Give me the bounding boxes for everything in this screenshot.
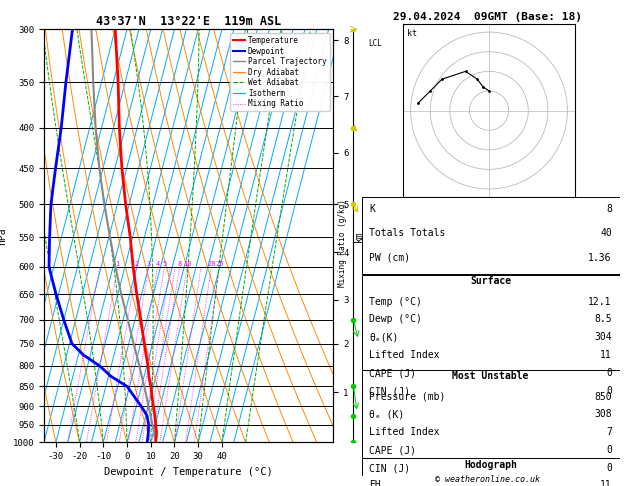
Y-axis label: hPa: hPa — [0, 227, 8, 244]
Text: 5: 5 — [162, 261, 167, 267]
Text: Hodograph: Hodograph — [464, 460, 517, 469]
Title: 43°37'N  13°22'E  119m ASL: 43°37'N 13°22'E 119m ASL — [96, 15, 281, 28]
Bar — [362, 458, 620, 486]
Text: 308: 308 — [594, 410, 612, 419]
Bar — [362, 275, 620, 370]
Bar — [362, 370, 620, 458]
Text: © weatheronline.co.uk: © weatheronline.co.uk — [435, 474, 540, 484]
Text: EH: EH — [369, 480, 381, 486]
Text: 29.04.2024  09GMT (Base: 18): 29.04.2024 09GMT (Base: 18) — [393, 12, 582, 22]
Text: 2: 2 — [135, 261, 139, 267]
Text: CAPE (J): CAPE (J) — [369, 445, 416, 455]
Text: PW (cm): PW (cm) — [369, 253, 411, 263]
Text: 8: 8 — [606, 204, 612, 214]
Text: CIN (J): CIN (J) — [369, 463, 411, 473]
Text: θₑ(K): θₑ(K) — [369, 332, 399, 342]
Text: CAPE (J): CAPE (J) — [369, 368, 416, 378]
Text: 1: 1 — [116, 261, 120, 267]
Text: Mixing Ratio (g/kg): Mixing Ratio (g/kg) — [338, 199, 347, 287]
Text: kt: kt — [407, 29, 416, 38]
Bar — [362, 197, 620, 274]
Text: 304: 304 — [594, 332, 612, 342]
Text: Lifted Index: Lifted Index — [369, 427, 440, 437]
Text: 0: 0 — [606, 368, 612, 378]
Text: Temp (°C): Temp (°C) — [369, 296, 422, 307]
Text: 8.5: 8.5 — [594, 314, 612, 325]
Text: CIN (J): CIN (J) — [369, 386, 411, 396]
Text: 40: 40 — [600, 228, 612, 239]
Text: 8: 8 — [177, 261, 182, 267]
Text: Dewp (°C): Dewp (°C) — [369, 314, 422, 325]
Text: 7: 7 — [606, 427, 612, 437]
Text: Most Unstable: Most Unstable — [452, 371, 529, 382]
Text: 11: 11 — [600, 480, 612, 486]
Text: LCL: LCL — [368, 39, 382, 48]
Text: Lifted Index: Lifted Index — [369, 350, 440, 360]
Text: 10: 10 — [183, 261, 191, 267]
X-axis label: Dewpoint / Temperature (°C): Dewpoint / Temperature (°C) — [104, 467, 273, 477]
Y-axis label: km
ASL: km ASL — [354, 227, 376, 244]
Text: 0: 0 — [606, 386, 612, 396]
Text: 4: 4 — [155, 261, 160, 267]
Text: 0: 0 — [606, 463, 612, 473]
Text: K: K — [369, 204, 376, 214]
Text: Totals Totals: Totals Totals — [369, 228, 446, 239]
Text: 3: 3 — [147, 261, 151, 267]
Text: 850: 850 — [594, 392, 612, 401]
Text: θₑ (K): θₑ (K) — [369, 410, 404, 419]
Text: Surface: Surface — [470, 277, 511, 286]
Text: 0: 0 — [606, 445, 612, 455]
Text: 11: 11 — [600, 350, 612, 360]
Text: 25: 25 — [215, 261, 224, 267]
Text: 1.36: 1.36 — [588, 253, 612, 263]
Text: 20: 20 — [207, 261, 216, 267]
Text: 12.1: 12.1 — [588, 296, 612, 307]
Text: Pressure (mb): Pressure (mb) — [369, 392, 446, 401]
Legend: Temperature, Dewpoint, Parcel Trajectory, Dry Adiabat, Wet Adiabat, Isotherm, Mi: Temperature, Dewpoint, Parcel Trajectory… — [230, 33, 330, 111]
